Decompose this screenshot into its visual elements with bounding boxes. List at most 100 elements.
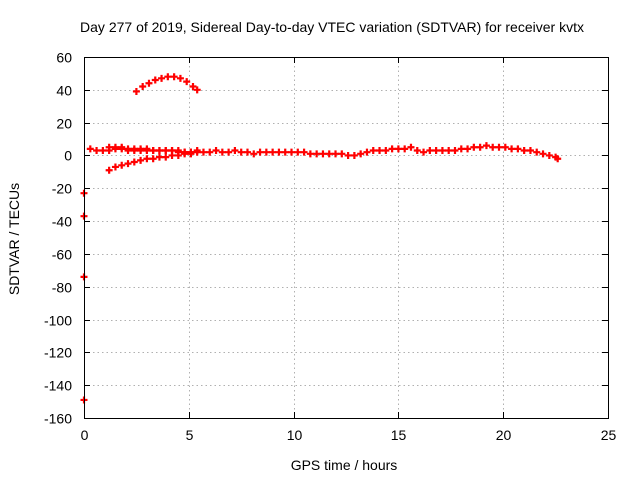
data-point [306,150,314,158]
data-point [105,166,113,174]
x-tick-label: 25 [601,427,617,443]
data-point [225,148,233,156]
data-point [151,76,159,84]
data-point [164,73,172,81]
data-point [350,151,358,159]
data-point [363,148,371,156]
y-tick-label: -40 [52,214,72,230]
y-tick-label: -120 [44,345,72,361]
data-point [176,74,184,82]
data-point [325,150,333,158]
data-point [99,147,107,155]
data-point [269,148,277,156]
y-tick-label: -20 [52,181,72,197]
data-point [520,147,528,155]
data-point [482,142,490,150]
data-point [445,147,453,155]
data-point [489,143,497,151]
chart-title: Day 277 of 2019, Sidereal Day-to-day VTE… [80,19,584,35]
y-tick-label: 60 [56,50,72,66]
data-point [376,147,384,155]
data-point [332,150,340,158]
y-tick-label: 20 [56,116,72,132]
data-point [158,74,166,82]
y-tick-label: -140 [44,378,72,394]
data-point [181,150,189,158]
series-4 [132,73,201,95]
data-point [149,147,157,155]
data-point [243,148,251,156]
data-point [369,147,377,155]
data-point [438,147,446,155]
data-point [189,83,197,91]
y-tick-labels: 60 40 20 0 -20 -40 -60 -80 -100 -120 -140 -160 [44,50,72,427]
grid [84,57,608,418]
data-point [132,87,140,95]
data-point [413,147,421,155]
y-tick-label: -60 [52,247,72,263]
data-point [137,145,145,153]
data-point [130,158,138,166]
data-point [118,161,126,169]
data-point [143,145,151,153]
data-points [80,73,562,404]
x-tick-label: 0 [81,427,89,443]
data-point [533,148,541,156]
data-point [174,151,182,159]
plot-frame [84,57,609,419]
data-point [495,143,503,151]
data-point [93,147,101,155]
data-point [501,143,509,151]
data-point [145,79,153,87]
data-point [357,150,365,158]
data-point [432,147,440,155]
data-point [470,143,478,151]
data-point [401,145,409,153]
x-tick-labels: 0 5 10 15 20 25 [81,427,617,443]
y-tick-label: 0 [64,148,72,164]
data-point [319,150,327,158]
data-point [338,150,346,158]
data-point [162,153,170,161]
data-point [288,148,296,156]
data-point [105,143,113,151]
data-point [545,151,553,159]
data-point [124,160,132,168]
data-point [149,155,157,163]
data-point [183,78,191,86]
data-point [162,147,170,155]
series-3 [105,150,195,174]
data-point [420,148,428,156]
data-point [426,147,434,155]
data-point [388,145,396,153]
data-point [526,147,534,155]
data-point [170,73,178,81]
data-point [554,155,562,163]
data-point [168,151,176,159]
data-point [382,147,390,155]
series-1 [86,142,562,163]
data-point [118,143,126,151]
y-tick-label: 40 [56,83,72,99]
data-point [193,86,201,94]
x-tick-label: 10 [287,427,303,443]
y-tick-label: -100 [44,313,72,329]
data-point [130,145,138,153]
data-point [155,147,163,155]
data-point [539,150,547,158]
data-point [206,148,214,156]
y-tick-label: -160 [44,411,72,427]
data-point [464,145,472,153]
data-point [250,150,258,158]
data-point [294,148,302,156]
data-point [231,147,239,155]
data-point [212,147,220,155]
x-axis-label: GPS time / hours [291,457,398,473]
data-point [281,148,289,156]
y-tick-label: -80 [52,280,72,296]
axis-ticks [84,57,609,419]
data-point [300,148,308,156]
data-point [451,147,459,155]
data-point [111,163,119,171]
